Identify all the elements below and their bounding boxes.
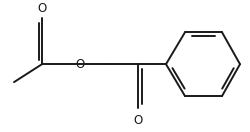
Text: O: O <box>76 58 84 71</box>
Text: O: O <box>38 2 46 15</box>
Text: O: O <box>134 114 142 127</box>
